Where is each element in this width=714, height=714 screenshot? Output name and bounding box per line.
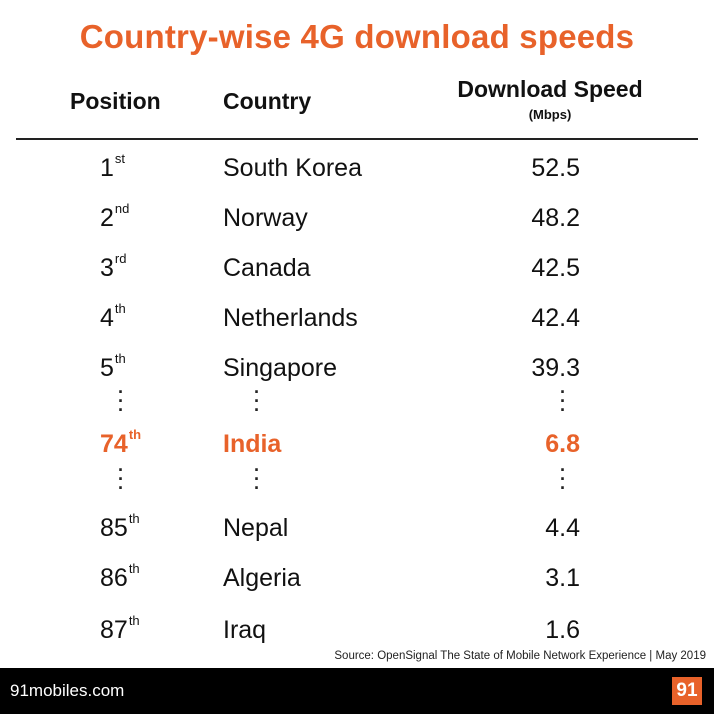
site-name: 91mobiles.com (10, 681, 125, 700)
position-cell: 3rd (100, 251, 160, 283)
table-row: 4th Netherlands 42.4 (0, 298, 714, 338)
country-cell: Canada (223, 254, 311, 282)
chart-title: Country-wise 4G download speeds (79, 18, 635, 55)
speed-cell: 42.4 (531, 304, 580, 332)
position-number: 4 (100, 304, 114, 332)
position-suffix: st (114, 151, 126, 166)
country-cell: Algeria (223, 564, 301, 592)
table-row: 3rd Canada 42.5 (0, 248, 714, 288)
ellipsis-position-1: · · · (118, 382, 124, 420)
header-divider (16, 138, 698, 140)
table-row: 5th Singapore 39.3 (0, 348, 714, 388)
header-download-speed: Download Speed (457, 76, 643, 102)
position-cell: 74th (100, 427, 160, 459)
ellipsis-position-2: · · · (118, 460, 124, 498)
header-position: Position (70, 88, 161, 114)
table-row: 87th Iraq 1.6 (0, 610, 714, 650)
position-number: 86 (100, 564, 128, 592)
footer-bar: 91mobiles.com 91 (0, 668, 714, 714)
header-speed-unit: (Mbps) (528, 107, 572, 122)
table-row-highlighted: 74th India 6.8 (0, 424, 714, 464)
position-cell: 85th (100, 511, 160, 543)
position-suffix: th (128, 561, 140, 576)
speed-cell: 39.3 (531, 354, 580, 382)
position-suffix: th (114, 301, 126, 316)
country-cell: India (223, 430, 282, 458)
position-cell: 1st (100, 151, 160, 183)
country-cell: Norway (223, 204, 308, 232)
country-cell: Singapore (223, 354, 337, 382)
country-cell: South Korea (223, 154, 362, 182)
position-number: 2 (100, 204, 114, 232)
country-cell: Netherlands (223, 304, 358, 332)
position-suffix: rd (114, 251, 127, 266)
position-suffix: th (114, 351, 126, 366)
position-number: 74 (100, 430, 128, 458)
header-country: Country (223, 88, 312, 114)
source-note: Source: OpenSignal The State of Mobile N… (334, 650, 706, 662)
position-number: 5 (100, 354, 114, 382)
position-suffix: th (128, 511, 140, 526)
speed-cell: 1.6 (545, 616, 580, 644)
table-row: 2nd Norway 48.2 (0, 198, 714, 238)
position-number: 3 (100, 254, 114, 282)
country-cell: Iraq (223, 616, 267, 644)
position-cell: 2nd (100, 201, 160, 233)
position-suffix: nd (114, 201, 130, 216)
position-suffix: th (128, 613, 140, 628)
position-cell: 5th (100, 351, 160, 383)
speed-cell: 4.4 (545, 514, 580, 542)
position-number: 1 (100, 154, 114, 182)
ellipsis-speed-2: · · · (560, 460, 566, 498)
table-row: 85th Nepal 4.4 (0, 508, 714, 548)
position-number: 87 (100, 616, 128, 644)
ellipsis-country-2: · · · (254, 460, 260, 498)
country-cell: Nepal (223, 514, 289, 542)
position-cell: 87th (100, 613, 160, 645)
position-cell: 86th (100, 561, 160, 593)
position-suffix: th (128, 427, 142, 442)
speed-cell: 6.8 (545, 430, 580, 458)
speed-cell: 42.5 (531, 254, 580, 282)
speed-cell: 48.2 (531, 204, 580, 232)
speed-cell: 3.1 (545, 564, 580, 592)
position-number: 85 (100, 514, 128, 542)
table-row: 86th Algeria 3.1 (0, 558, 714, 598)
position-cell: 4th (100, 301, 160, 333)
brand-logo: 91 (672, 677, 702, 705)
table-row: 1st South Korea 52.5 (0, 148, 714, 188)
ellipsis-country-1: · · · (254, 382, 260, 420)
ellipsis-speed-1: · · · (560, 382, 566, 420)
speed-cell: 52.5 (531, 154, 580, 182)
